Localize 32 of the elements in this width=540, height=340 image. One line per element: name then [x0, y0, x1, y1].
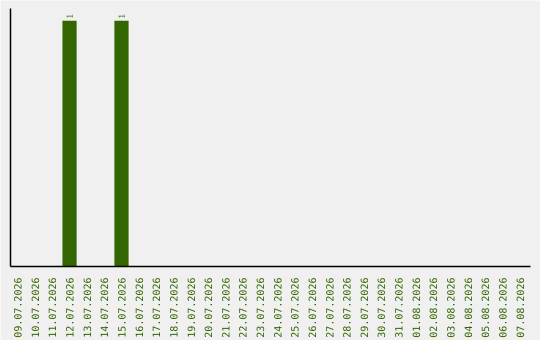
data-label: 1: [65, 14, 76, 19]
x-tick-label: 02.08.2026: [429, 277, 440, 338]
x-tick-label: 31.07.2026: [394, 277, 406, 338]
x-tick-label: 17.07.2026: [152, 277, 164, 338]
x-tick-label: 16.07.2026: [134, 277, 146, 338]
x-tick-label: 15.07.2026: [117, 277, 128, 338]
x-tick-label: 21.07.2026: [221, 277, 232, 338]
x-tick-label: 05.08.2026: [481, 277, 492, 338]
x-tick-label: 04.08.2026: [464, 277, 475, 338]
x-tick-label: 03.08.2026: [446, 277, 458, 338]
x-tick-label: 01.08.2026: [412, 277, 423, 338]
x-tick-label: 11.07.2026: [48, 277, 60, 338]
x-tick-label: 12.07.2026: [66, 277, 77, 338]
x-tick-label: 14.07.2026: [100, 277, 112, 338]
x-tick-label: 20.07.2026: [204, 277, 216, 338]
x-tick-label: 24.07.2026: [273, 277, 284, 338]
x-tick-label: 25.07.2026: [290, 277, 302, 338]
data-label: 1: [116, 14, 128, 19]
x-tick-label: 09.07.2026: [14, 277, 25, 338]
x-tick-label: 06.08.2026: [498, 277, 510, 338]
x-tick-label: 19.07.2026: [186, 277, 198, 338]
x-tick-label: 27.07.2026: [325, 277, 336, 338]
x-tick-label: 22.07.2026: [238, 277, 250, 338]
x-tick-label: 10.07.2026: [30, 277, 42, 338]
x-tick-label: 23.07.2026: [256, 277, 268, 338]
x-tick-label: 13.07.2026: [82, 277, 94, 338]
x-tick-label: 07.08.2026: [516, 277, 527, 338]
x-tick-label: 30.07.2026: [377, 277, 388, 338]
x-tick-label: 28.07.2026: [342, 277, 354, 338]
x-tick-label: 29.07.2026: [360, 277, 371, 338]
x-tick-label: 18.07.2026: [169, 277, 180, 338]
x-tick-label: 26.07.2026: [308, 277, 319, 338]
